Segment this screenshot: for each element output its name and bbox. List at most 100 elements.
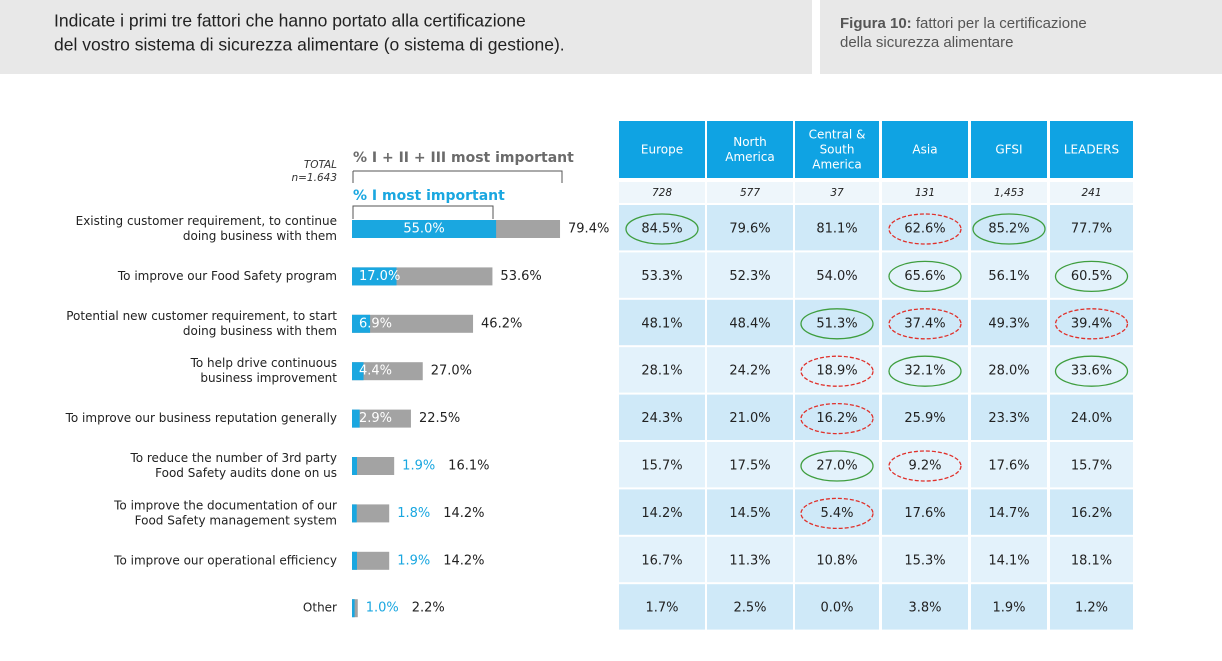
caption-box [820,0,1222,74]
table-value: 24.0% [1071,411,1112,426]
bar-first [352,551,357,570]
bar-first [352,267,397,286]
table-value: 56.1% [988,269,1029,284]
table-value: 0.0% [820,601,853,616]
table-cell [707,347,793,393]
value-label-total: 16.1% [448,459,489,474]
table-cell [795,205,879,251]
column-header [795,121,879,178]
category-label: To improve our business reputation gener… [65,411,337,425]
column-header [971,121,1047,178]
table-value: 14.2% [641,506,682,521]
value-label-first: 6.9% [359,316,392,331]
bar-first [352,409,360,428]
n-cell [882,182,968,203]
highlight-circle [888,308,962,340]
highlight-circle [888,450,962,482]
question-box [0,0,812,74]
highlight-circle [800,355,874,387]
value-label-first: 17.0% [359,269,400,284]
table-value: 48.1% [641,316,682,331]
column-header-label: America [725,150,775,164]
table-value: 9.2% [908,459,941,474]
highlight-circle [888,355,962,387]
table-value: 60.5% [1071,269,1112,284]
value-label-total: 14.2% [443,506,484,521]
table-cell [1050,299,1133,346]
value-label-first: 55.0% [403,222,444,237]
table-cell [619,299,705,346]
bar-first [352,314,371,333]
table-cell [971,394,1047,440]
table-cell [707,584,793,630]
table-cell [795,394,879,440]
highlight-circle [888,213,962,245]
column-header [1050,121,1133,178]
column-header-label: Asia [912,143,937,157]
value-label-first: 2.9% [359,411,392,426]
table-value: 79.6% [729,222,770,237]
table-value: 37.4% [904,316,945,331]
value-label-first: 1.0% [366,601,399,616]
table-cell [971,442,1047,488]
bar-first [352,457,357,475]
table-cell [795,347,879,393]
table-value: 14.7% [988,506,1029,521]
table-value: 24.2% [729,364,770,379]
table-cell [795,584,879,630]
table-value: 18.1% [1071,553,1112,568]
table-cell [971,347,1047,393]
highlight-circle [800,450,874,482]
table-value: 11.3% [729,553,770,568]
table-cell [795,299,879,346]
column-header-label: North [733,135,767,149]
table-value: 3.8% [908,601,941,616]
table-value: 1.2% [1075,601,1108,616]
table-cell [707,252,793,298]
bar-first [352,599,355,618]
table-value: 15.7% [641,459,682,474]
table-value: 15.3% [904,553,945,568]
table-cell [882,205,968,251]
table-cell [882,489,968,535]
bar-total [352,409,411,428]
table-cell [619,536,705,583]
legend-total: % I + II + III most important [353,150,574,166]
table-value: 81.1% [816,222,857,237]
value-label-total: 79.4% [568,222,609,237]
table-value: 62.6% [904,222,945,237]
category-label: Existing customer requirement, to contin… [76,214,337,228]
highlight-circle [625,213,699,245]
category-label: business improvement [200,371,337,385]
table-cell [1050,536,1133,583]
bar-total [352,504,390,523]
table-value: 1.9% [992,601,1025,616]
n-label: 37 [830,187,844,199]
table-value: 28.1% [641,364,682,379]
category-label: To improve the documentation of our [113,498,337,512]
table-value: 25.9% [904,411,945,426]
table-cell [795,252,879,298]
table-value: 18.9% [816,364,857,379]
legend-first: % I most important [353,188,505,204]
value-label-total: 46.2% [481,316,522,331]
table-value: 14.1% [988,553,1029,568]
table-value: 16.2% [1071,506,1112,521]
legend-bracket [352,205,494,219]
table-cell [1050,347,1133,393]
table-value: 17.5% [729,459,770,474]
column-header-label: South [820,143,855,157]
column-header-label: LEADERS [1064,143,1119,157]
value-label-first: 1.8% [397,506,430,521]
table-value: 23.3% [988,411,1029,426]
table-value: 14.5% [729,506,770,521]
n-label: 1,453 [994,187,1024,199]
table-value: 84.5% [641,222,682,237]
table-value: 33.6% [1071,364,1112,379]
table-cell [882,584,968,630]
highlight-circle [1054,260,1129,293]
table-value: 27.0% [816,459,857,474]
value-label-total: 2.2% [412,601,445,616]
category-label: To improve our Food Safety program [117,269,337,283]
